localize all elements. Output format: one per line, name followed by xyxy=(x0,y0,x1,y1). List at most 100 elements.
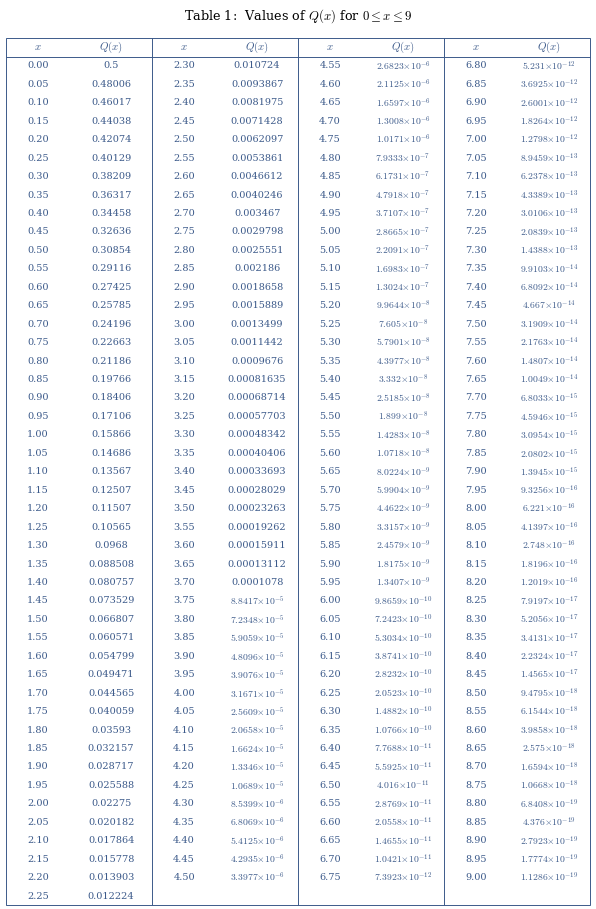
Text: 2.85: 2.85 xyxy=(173,265,195,274)
Text: 1.95: 1.95 xyxy=(27,781,49,790)
Text: 0.32636: 0.32636 xyxy=(91,227,131,236)
Text: $x$: $x$ xyxy=(326,43,334,53)
Text: $4.667{\times}10^{-14}$: $4.667{\times}10^{-14}$ xyxy=(522,299,576,313)
Text: 0.24196: 0.24196 xyxy=(91,320,131,329)
Text: 0.0013499: 0.0013499 xyxy=(231,320,283,329)
Text: $5.9059{\times}10^{-5}$: $5.9059{\times}10^{-5}$ xyxy=(229,632,285,644)
Text: 0.00040406: 0.00040406 xyxy=(228,449,286,458)
Text: $9.3256{\times}10^{-16}$: $9.3256{\times}10^{-16}$ xyxy=(520,484,578,497)
Text: 6.00: 6.00 xyxy=(319,596,341,605)
Text: 0.0062097: 0.0062097 xyxy=(231,135,283,145)
Text: $4.3389{\times}10^{-13}$: $4.3389{\times}10^{-13}$ xyxy=(520,188,578,202)
Text: $1.4882{\times}10^{-10}$: $1.4882{\times}10^{-10}$ xyxy=(374,704,432,718)
Text: 7.55: 7.55 xyxy=(465,338,487,347)
Text: 1.85: 1.85 xyxy=(27,744,49,753)
Text: $1.2019{\times}10^{-16}$: $1.2019{\times}10^{-16}$ xyxy=(520,575,578,589)
Text: $2.1125{\times}10^{-6}$: $2.1125{\times}10^{-6}$ xyxy=(375,77,431,91)
Text: 6.55: 6.55 xyxy=(319,799,341,808)
Text: $Q(x)$: $Q(x)$ xyxy=(391,40,415,55)
Text: 5.65: 5.65 xyxy=(319,467,341,476)
Text: 7.70: 7.70 xyxy=(465,394,487,403)
Text: 6.15: 6.15 xyxy=(319,652,341,661)
Text: $1.7774{\times}10^{-19}$: $1.7774{\times}10^{-19}$ xyxy=(520,853,578,866)
Text: 2.45: 2.45 xyxy=(173,116,195,125)
Text: $4.4622{\times}10^{-9}$: $4.4622{\times}10^{-9}$ xyxy=(375,502,431,515)
Text: 1.70: 1.70 xyxy=(27,689,49,698)
Text: 4.50: 4.50 xyxy=(173,874,195,883)
Text: $6.1544{\times}10^{-18}$: $6.1544{\times}10^{-18}$ xyxy=(520,704,578,718)
Text: $2.2324{\times}10^{-17}$: $2.2324{\times}10^{-17}$ xyxy=(520,650,579,663)
Text: 0.0025551: 0.0025551 xyxy=(231,245,283,255)
Text: $2.8232{\times}10^{-10}$: $2.8232{\times}10^{-10}$ xyxy=(374,668,432,682)
Text: 0.13567: 0.13567 xyxy=(91,467,131,476)
Text: 1.75: 1.75 xyxy=(27,707,49,716)
Text: $2.2091{\times}10^{-7}$: $2.2091{\times}10^{-7}$ xyxy=(375,244,431,257)
Text: $1.6597{\times}10^{-6}$: $1.6597{\times}10^{-6}$ xyxy=(375,96,431,109)
Text: $4.016{\times}10^{-11}$: $4.016{\times}10^{-11}$ xyxy=(377,779,430,793)
Text: $9.4795{\times}10^{-18}$: $9.4795{\times}10^{-18}$ xyxy=(520,686,578,700)
Text: 0.30: 0.30 xyxy=(27,172,49,181)
Text: 3.05: 3.05 xyxy=(173,338,195,347)
Text: 0.20: 0.20 xyxy=(27,135,49,145)
Text: 1.30: 1.30 xyxy=(27,541,49,550)
Text: 0.65: 0.65 xyxy=(27,301,49,310)
Text: $2.575{\times}10^{-18}$: $2.575{\times}10^{-18}$ xyxy=(522,742,576,755)
Text: 7.95: 7.95 xyxy=(465,485,487,494)
Text: $3.7107{\times}10^{-7}$: $3.7107{\times}10^{-7}$ xyxy=(375,206,431,220)
Text: 7.85: 7.85 xyxy=(465,449,487,458)
Text: 0.0009676: 0.0009676 xyxy=(231,356,283,365)
Text: $7.9197{\times}10^{-17}$: $7.9197{\times}10^{-17}$ xyxy=(520,594,579,608)
Text: 3.75: 3.75 xyxy=(173,596,195,605)
Text: 0.48006: 0.48006 xyxy=(91,80,131,89)
Text: 8.90: 8.90 xyxy=(465,836,487,845)
Text: 3.65: 3.65 xyxy=(173,560,195,568)
Text: $x$: $x$ xyxy=(180,43,188,53)
Text: 8.15: 8.15 xyxy=(465,560,487,568)
Text: $3.332{\times}10^{-8}$: $3.332{\times}10^{-8}$ xyxy=(378,373,429,386)
Text: 3.00: 3.00 xyxy=(173,320,195,329)
Text: $1.1286{\times}10^{-19}$: $1.1286{\times}10^{-19}$ xyxy=(520,871,578,884)
Text: 3.15: 3.15 xyxy=(173,375,195,384)
Text: 0.00028029: 0.00028029 xyxy=(228,485,286,494)
Text: 8.50: 8.50 xyxy=(465,689,487,698)
Text: 3.85: 3.85 xyxy=(173,634,195,643)
Text: 0.0040246: 0.0040246 xyxy=(231,191,283,199)
Text: $1.4283{\times}10^{-8}$: $1.4283{\times}10^{-8}$ xyxy=(375,428,431,442)
Text: 7.60: 7.60 xyxy=(465,356,487,365)
Text: $1.8264{\times}10^{-12}$: $1.8264{\times}10^{-12}$ xyxy=(520,115,578,128)
Text: 0.002186: 0.002186 xyxy=(234,265,280,274)
Text: 0.0015889: 0.0015889 xyxy=(231,301,283,310)
Text: 2.90: 2.90 xyxy=(173,283,195,292)
Text: 6.95: 6.95 xyxy=(465,116,487,125)
Text: 4.95: 4.95 xyxy=(319,209,341,218)
Text: 1.10: 1.10 xyxy=(27,467,49,476)
Text: 5.35: 5.35 xyxy=(319,356,341,365)
Text: 3.45: 3.45 xyxy=(173,485,195,494)
Text: 0.25785: 0.25785 xyxy=(91,301,131,310)
Text: 6.70: 6.70 xyxy=(319,854,341,864)
Text: $4.8096{\times}10^{-5}$: $4.8096{\times}10^{-5}$ xyxy=(229,650,285,663)
Text: $7.605{\times}10^{-8}$: $7.605{\times}10^{-8}$ xyxy=(378,317,429,331)
Text: 8.75: 8.75 xyxy=(465,781,487,790)
Text: 4.85: 4.85 xyxy=(319,172,341,181)
Text: 0.013903: 0.013903 xyxy=(88,874,134,883)
Text: 0.0001078: 0.0001078 xyxy=(231,578,283,587)
Text: 0.40129: 0.40129 xyxy=(91,154,131,163)
Text: $1.4565{\times}10^{-17}$: $1.4565{\times}10^{-17}$ xyxy=(520,668,579,682)
Text: 1.40: 1.40 xyxy=(27,578,49,587)
Text: 3.80: 3.80 xyxy=(173,614,195,624)
Text: 1.15: 1.15 xyxy=(27,485,49,494)
Text: 6.05: 6.05 xyxy=(319,614,341,624)
Text: 0.054799: 0.054799 xyxy=(88,652,134,661)
Text: 8.10: 8.10 xyxy=(465,541,487,550)
Text: 3.20: 3.20 xyxy=(173,394,195,403)
Text: 0.25: 0.25 xyxy=(27,154,49,163)
Text: $1.0171{\times}10^{-6}$: $1.0171{\times}10^{-6}$ xyxy=(375,133,431,146)
Text: 3.70: 3.70 xyxy=(173,578,195,587)
Text: 8.65: 8.65 xyxy=(465,744,487,753)
Text: 0.90: 0.90 xyxy=(27,394,49,403)
Text: 8.55: 8.55 xyxy=(465,707,487,716)
Text: 5.05: 5.05 xyxy=(319,245,341,255)
Text: 5.90: 5.90 xyxy=(319,560,341,568)
Text: 0.00033693: 0.00033693 xyxy=(228,467,287,476)
